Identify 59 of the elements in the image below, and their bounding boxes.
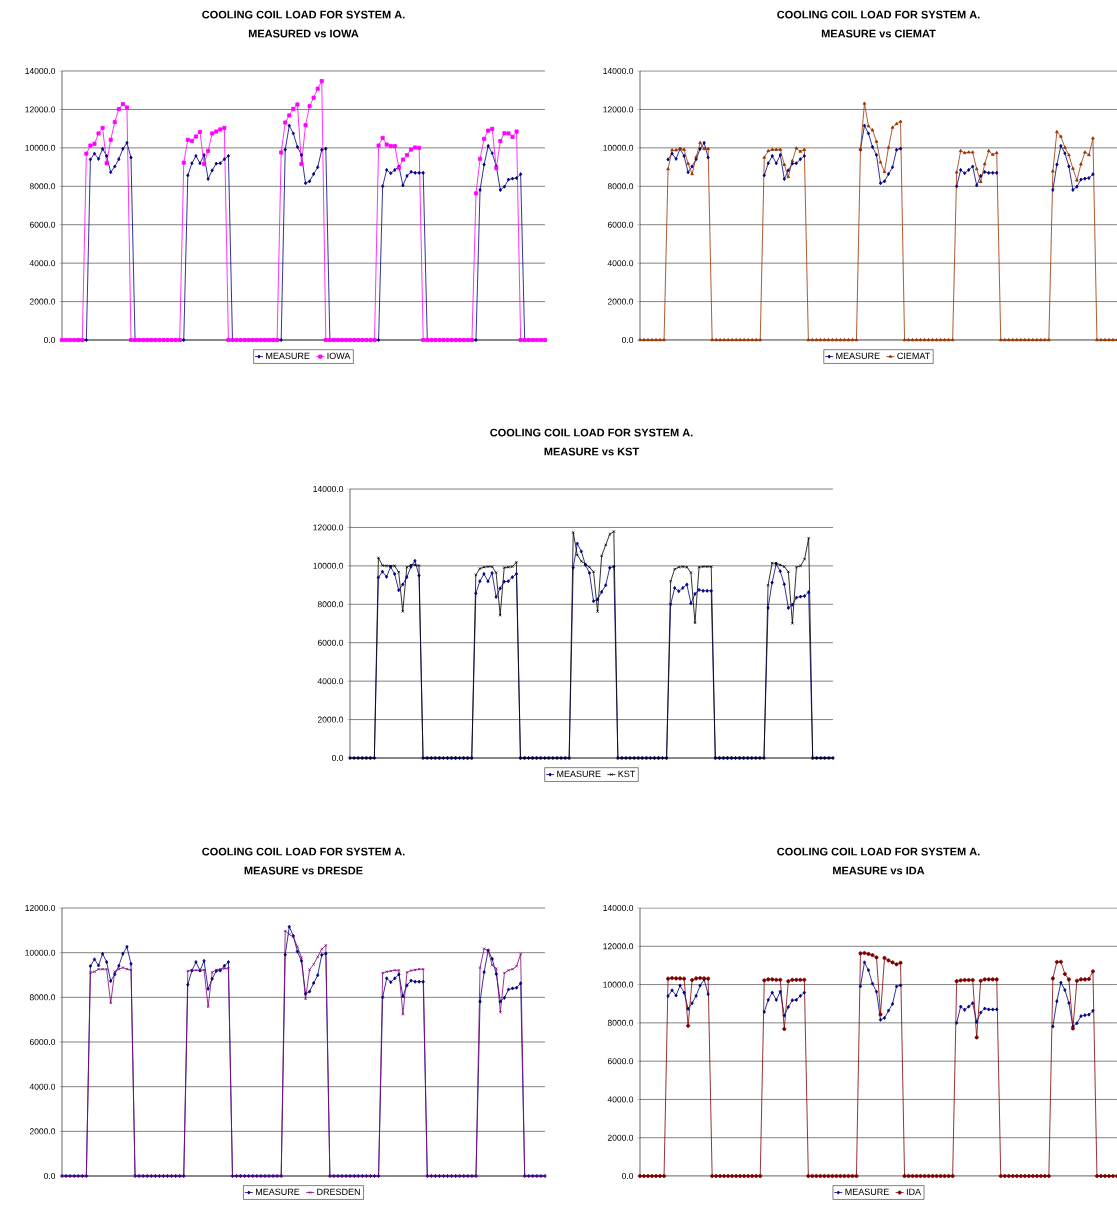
y-tick-label: 8000.0 — [317, 601, 344, 608]
y-tick-label: 12000.0 — [313, 524, 344, 531]
y-tick-label: 6000.0 — [607, 221, 634, 228]
chart-title: COOLING COIL LOAD FOR SYSTEM A. — [777, 10, 980, 19]
y-tick-label: 2000.0 — [29, 298, 56, 305]
y-tick-label: 0.0 — [331, 755, 344, 762]
chart-title: COOLING COIL LOAD FOR SYSTEM A. — [202, 847, 405, 856]
legend-label: CIEMAT — [897, 352, 930, 360]
legend-label: MEASURE — [836, 352, 880, 360]
legend-label: MEASURE — [845, 1188, 889, 1196]
y-tick-label: 6000.0 — [317, 639, 344, 646]
y-tick-label: 0.0 — [43, 337, 56, 344]
chart-subtitle: MEASURE vs KST — [544, 447, 640, 456]
y-tick-label: 14000.0 — [313, 486, 344, 493]
y-tick-label: 4000.0 — [607, 1096, 634, 1103]
y-tick-label: 8000.0 — [29, 994, 56, 1001]
y-tick-label: 10000.0 — [25, 949, 56, 956]
y-tick-label: 6000.0 — [29, 1039, 56, 1046]
chart-subtitle: MEASURED vs IOWA — [248, 29, 359, 38]
chart-title: COOLING COIL LOAD FOR SYSTEM A. — [777, 847, 980, 856]
y-tick-label: 2000.0 — [607, 298, 634, 305]
y-tick-label: 4000.0 — [317, 678, 344, 685]
y-tick-label: 10000.0 — [603, 981, 634, 988]
y-tick-label: 14000.0 — [603, 68, 634, 75]
y-tick-label: 8000.0 — [607, 1019, 634, 1026]
y-tick-label: 12000.0 — [25, 905, 56, 912]
legend-label: KST — [618, 770, 636, 778]
y-tick-label: 6000.0 — [607, 1058, 634, 1065]
y-tick-label: 8000.0 — [29, 183, 56, 190]
y-tick-label: 10000.0 — [25, 144, 56, 151]
y-tick-label: 4000.0 — [607, 260, 634, 267]
legend-label: MEASURE — [266, 352, 310, 360]
y-tick-label: 0.0 — [43, 1173, 56, 1180]
y-tick-label: 14000.0 — [25, 68, 56, 75]
legend-label: IDA — [906, 1188, 922, 1195]
y-tick-label: 2000.0 — [29, 1128, 56, 1135]
chart-subtitle: MEASURE vs DRESDE — [244, 866, 363, 875]
chart-title: COOLING COIL LOAD FOR SYSTEM A. — [490, 428, 693, 437]
legend-label: MEASURE — [255, 1188, 300, 1196]
chart-subtitle: MEASURE vs IDA — [833, 866, 925, 875]
y-tick-label: 4000.0 — [29, 260, 56, 267]
legend-label: DRESDEN — [317, 1188, 360, 1196]
y-tick-label: 8000.0 — [607, 183, 634, 190]
y-tick-label: 4000.0 — [29, 1083, 56, 1090]
y-tick-label: 2000.0 — [607, 1134, 634, 1141]
y-tick-label: 10000.0 — [603, 144, 634, 151]
y-tick-label: 14000.0 — [603, 905, 634, 912]
chart-subtitle: MEASURE vs CIEMAT — [821, 29, 936, 38]
legend-label: MEASURE — [557, 770, 601, 778]
y-tick-label: 6000.0 — [29, 221, 56, 228]
y-tick-label: 0.0 — [621, 337, 634, 344]
y-tick-label: 12000.0 — [603, 943, 634, 950]
y-tick-label: 12000.0 — [603, 106, 634, 113]
chart-title: COOLING COIL LOAD FOR SYSTEM A. — [202, 10, 405, 19]
y-tick-label: 10000.0 — [313, 562, 344, 569]
y-tick-label: 2000.0 — [317, 716, 344, 723]
y-tick-label: 12000.0 — [25, 106, 56, 113]
legend-label: IOWA — [327, 352, 351, 360]
y-tick-label: 0.0 — [621, 1173, 634, 1180]
